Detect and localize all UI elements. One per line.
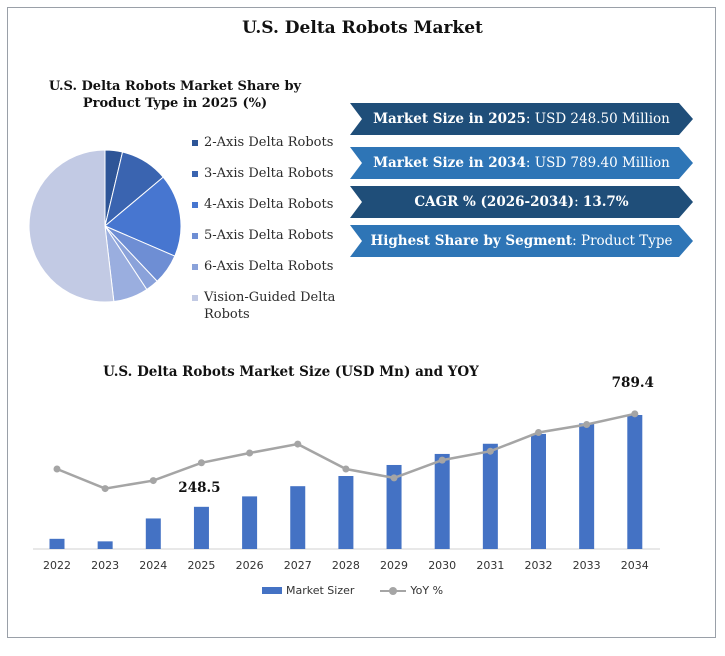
x-tick-label: 2032 [525, 559, 553, 572]
bar-2022 [49, 538, 65, 549]
x-tick-label: 2030 [428, 559, 456, 572]
legend-label: 3-Axis Delta Robots [204, 166, 334, 181]
yoy-point [535, 429, 542, 437]
bar-2028 [338, 476, 354, 549]
legend-swatch-bar [262, 587, 282, 594]
legend-swatch [192, 295, 198, 301]
main-title: U.S. Delta Robots Market [242, 18, 483, 38]
banner-shape [350, 147, 693, 179]
x-tick-label: 2034 [621, 559, 649, 572]
yoy-point [53, 465, 61, 473]
banner-market-size-2034: Market Size in 2034: USD 789.40 Million [373, 155, 670, 171]
bar-2026 [242, 496, 258, 549]
yoy-point [631, 410, 639, 418]
data-label: 789.4 [612, 375, 654, 391]
legend-label: 5-Axis Delta Robots [204, 228, 334, 243]
bar-2033 [579, 423, 595, 549]
legend-item-4-axis: 4-Axis Delta Robots [192, 196, 342, 213]
bar-2027 [290, 486, 306, 549]
pie-slice-4-axis [104, 176, 182, 257]
banner-value: USD 248.50 Million [534, 111, 670, 127]
bar-2032 [531, 433, 546, 549]
banner-shape [350, 103, 693, 135]
x-tick-label: 2028 [332, 559, 360, 572]
legend-swatch-line [380, 586, 407, 595]
bar-2023 [97, 541, 113, 549]
legend-swatch [192, 140, 198, 146]
bar-2029 [386, 464, 402, 549]
yoy-point [294, 440, 302, 448]
yoy-point [438, 456, 446, 464]
legend-swatch [192, 233, 198, 239]
legend-item-vision-guided: Vision-Guided Delta Robots [192, 289, 342, 323]
legend-item-2-axis: 2-Axis Delta Robots [192, 134, 342, 151]
yoy-point [101, 485, 109, 493]
legend-label-market: Market Sizer [286, 584, 355, 597]
x-tick-label: 2033 [573, 559, 601, 572]
banner-value: Product Type [580, 233, 673, 249]
x-tick-label: 2027 [284, 559, 312, 572]
bar-2031 [482, 443, 498, 549]
banner-shape [350, 186, 693, 218]
bar-2025 [193, 506, 209, 549]
legend-item-3-axis: 3-Axis Delta Robots [192, 165, 342, 182]
banner-highest-share: Highest Share by Segment: Product Type [370, 233, 673, 249]
legend-item-6-axis: 6-Axis Delta Robots [192, 258, 342, 275]
banner-shape [350, 225, 693, 257]
yoy-point [390, 474, 398, 482]
legend-swatch [192, 202, 198, 208]
x-tick-label: 2024 [139, 559, 167, 572]
legend-label-yoy: YoY % [410, 584, 444, 597]
legend-item-5-axis: 5-Axis Delta Robots [192, 227, 342, 244]
banner-key: Highest Share by Segment [370, 233, 573, 249]
yoy-point [486, 447, 494, 455]
legend-label: 2-Axis Delta Robots [204, 135, 334, 150]
legend-label: 6-Axis Delta Robots [204, 259, 334, 274]
banner-value: USD 789.40 Million [534, 155, 670, 171]
bar-chart-title: U.S. Delta Robots Market Size (USD Mn) a… [103, 364, 479, 380]
data-label: 248.5 [178, 480, 220, 496]
yoy-point [583, 421, 591, 428]
x-tick-label: 2031 [476, 559, 504, 572]
x-tick-label: 2023 [91, 559, 119, 572]
x-tick-label: 2029 [380, 559, 408, 572]
legend-label: 4-Axis Delta Robots [204, 197, 334, 212]
x-tick-label: 2022 [43, 559, 71, 572]
banner-key: CAGR % (2026-2034) [414, 194, 575, 210]
banner-market-size-2025: Market Size in 2025: USD 248.50 Million [373, 111, 670, 127]
pie-slice-vision-guided [28, 149, 115, 303]
yoy-point [342, 465, 350, 473]
chart-frame [7, 7, 716, 638]
yoy-point [149, 477, 157, 485]
bar-2030 [434, 453, 450, 549]
bar-2024 [145, 518, 161, 549]
legend-swatch [192, 264, 198, 270]
yoy-point [197, 459, 205, 467]
banner-cagr: CAGR % (2026-2034): 13.7% [414, 194, 629, 210]
legend-label: Vision-Guided Delta Robots [204, 290, 336, 322]
pie-title: U.S. Delta Robots Market Share by Produc… [48, 79, 302, 111]
x-tick-label: 2025 [187, 559, 215, 572]
legend-swatch [192, 171, 198, 177]
bar-2034 [627, 415, 643, 549]
bar-chart-legend: Market Sizer YoY % [262, 584, 443, 597]
banner-value: 13.7% [582, 194, 629, 210]
banner-key: Market Size in 2034 [373, 155, 526, 171]
banner-key: Market Size in 2025 [373, 111, 526, 127]
yoy-point [246, 449, 254, 457]
x-tick-label: 2026 [236, 559, 264, 572]
